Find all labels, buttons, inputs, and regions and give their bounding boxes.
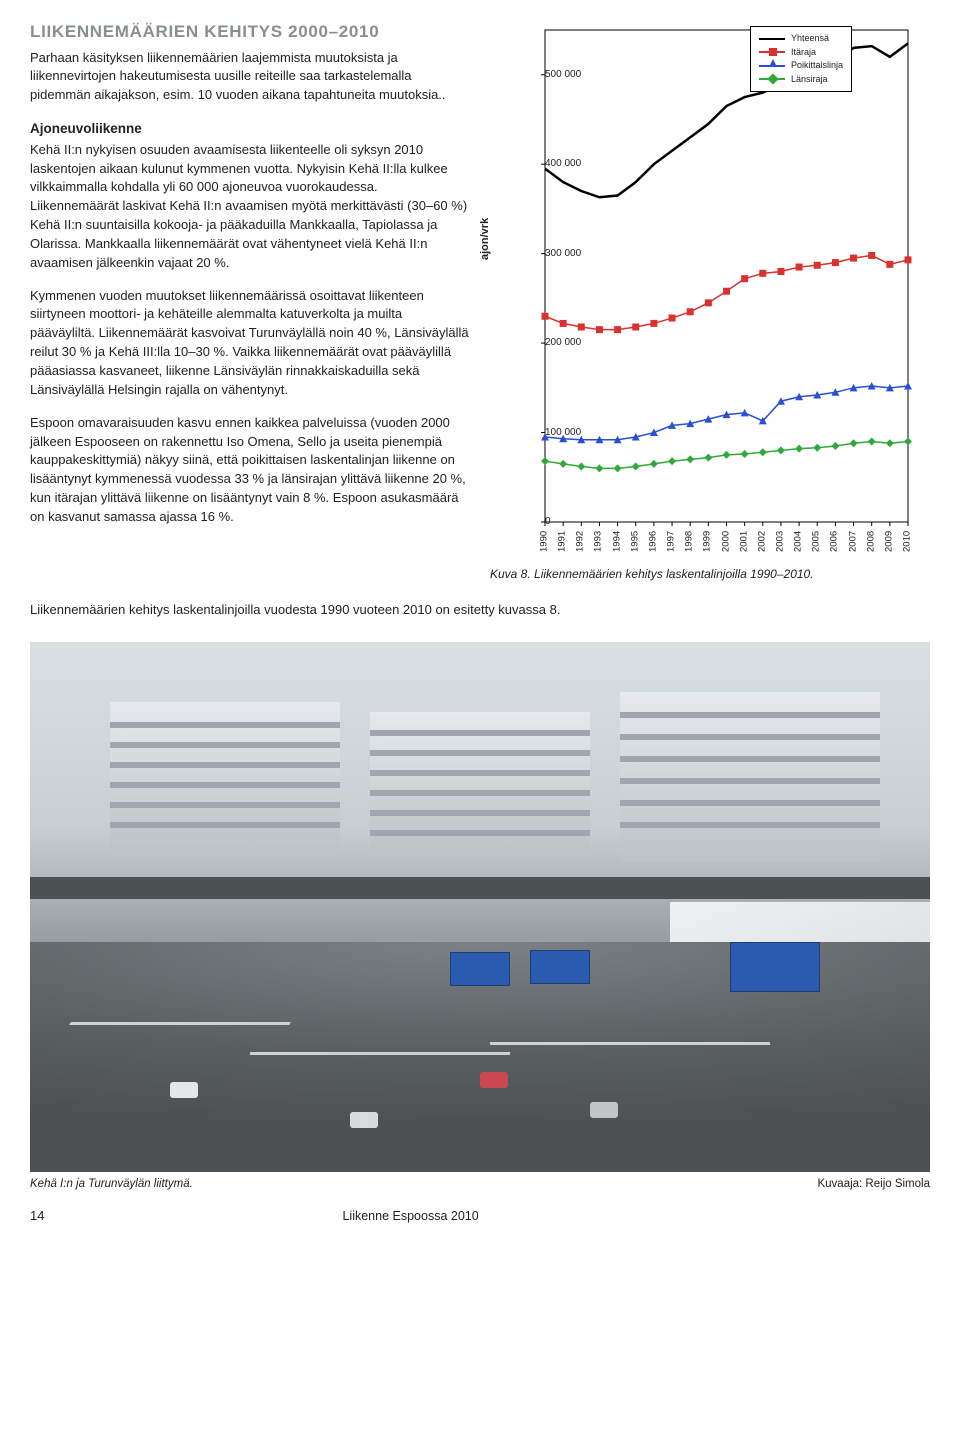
paragraph-2: Kehä II:n nykyisen osuuden avaamisesta l… — [30, 141, 470, 273]
text-column: LIIKENNEMÄÄRIEN KEHITYS 2000–2010 Parhaa… — [30, 20, 470, 583]
footer: 14 Liikenne Espoossa 2010 — [30, 1207, 930, 1226]
page-number: 14 — [30, 1207, 44, 1226]
chart-legend: YhteensäItärajaPoikittaislinjaLänsiraja — [750, 26, 852, 92]
photo-caption: Kehä I:n ja Turunväylän liittymä. — [30, 1176, 193, 1193]
page-heading: LIIKENNEMÄÄRIEN KEHITYS 2000–2010 — [30, 20, 470, 45]
photo-credit: Kuvaaja: Reijo Simola — [817, 1176, 930, 1193]
sub-heading: Ajoneuvoliikenne — [30, 119, 470, 139]
paragraph-3: Kymmenen vuoden muutokset liikennemääris… — [30, 287, 470, 400]
line-chart: ajon/vrk 0100 000200 000300 000400 00050… — [490, 20, 920, 560]
chart-column: ajon/vrk 0100 000200 000300 000400 00050… — [490, 20, 930, 583]
footer-title: Liikenne Espoossa 2010 — [342, 1207, 478, 1225]
chart-caption: Kuva 8. Liikennemäärien kehitys laskenta… — [490, 566, 930, 583]
photo-block: Kehä I:n ja Turunväylän liittymä. Kuvaaj… — [30, 642, 930, 1193]
paragraph-4: Espoon omavaraisuuden kasvu ennen kaikke… — [30, 414, 470, 527]
photo — [30, 642, 930, 1172]
paragraph-5: Liikennemäärien kehitys laskentalinjoill… — [30, 601, 930, 620]
chart-ylabel: ajon/vrk — [478, 218, 494, 260]
intro-paragraph: Parhaan käsityksen liikennemäärien laaje… — [30, 49, 470, 106]
